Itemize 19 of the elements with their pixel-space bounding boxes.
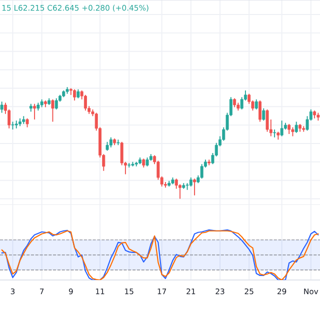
candlestick — [11, 121, 14, 130]
candlestick — [262, 108, 266, 122]
candlestick — [280, 120, 284, 137]
candlestick — [294, 121, 298, 134]
candlestick — [73, 88, 76, 101]
candlestick — [0, 101, 4, 114]
candlestick — [273, 129, 276, 138]
candlestick — [258, 100, 262, 122]
candlestick — [254, 98, 258, 110]
candlestick — [51, 98, 54, 122]
candlestick — [84, 94, 87, 112]
candlestick — [109, 136, 112, 148]
candlestick — [186, 182, 189, 190]
candlestick — [54, 98, 58, 110]
candlestick — [200, 164, 204, 180]
candlestick — [193, 178, 196, 196]
candlestick — [33, 103, 36, 120]
candlestick — [288, 123, 291, 134]
candlestick — [266, 108, 269, 132]
